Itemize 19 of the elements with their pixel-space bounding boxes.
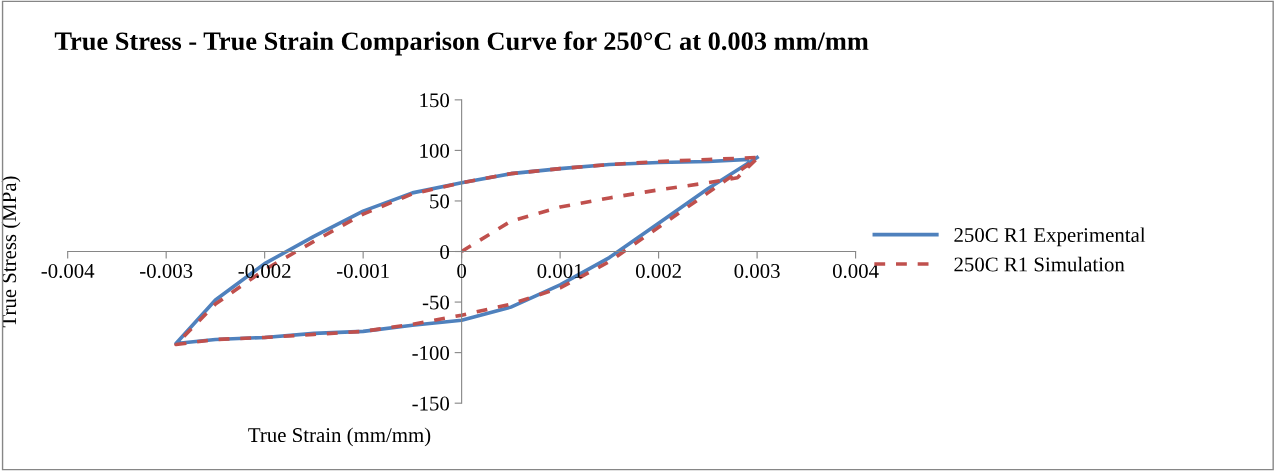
x-tick-label: -0.001 [337, 263, 389, 279]
y-tick-label: 150 [420, 93, 450, 108]
y-tick-label: 50 [430, 194, 450, 209]
x-tick-label: 0.002 [635, 263, 681, 279]
y-tick-label: 0 [440, 244, 450, 259]
x-tick-label: 0.003 [734, 263, 780, 279]
y-tick-label: -100 [412, 346, 450, 361]
x-tick-label: 0.004 [832, 263, 879, 279]
x-tick-label: -0.004 [41, 263, 95, 279]
x-tick-label: 0 [457, 263, 467, 278]
legend-label: 250C R1 Experimental [954, 227, 1146, 247]
chart-title: True Stress - True Strain Comparison Curve for 250°C at 0.003 mm/mm [54, 31, 869, 56]
y-tick-label: -150 [412, 396, 450, 411]
legend-label: 250C R1 Simulation [954, 256, 1125, 272]
y-tick-label: 100 [420, 143, 450, 158]
x-axis-title: True Strain (mm/mm) [248, 427, 431, 447]
x-tick-label: -0.003 [140, 263, 193, 279]
y-tick-label: -50 [422, 295, 450, 310]
x-tick-label: 0.001 [537, 263, 583, 279]
